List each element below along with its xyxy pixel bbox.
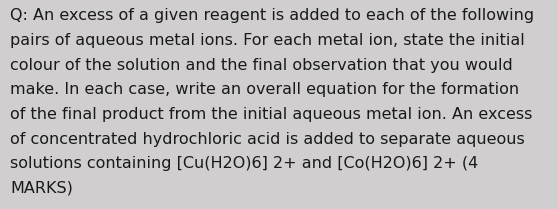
Text: colour of the solution and the final observation that you would: colour of the solution and the final obs… <box>10 58 513 73</box>
Text: pairs of aqueous metal ions. For each metal ion, state the initial: pairs of aqueous metal ions. For each me… <box>10 33 525 48</box>
Text: Q: An excess of a given reagent is added to each of the following: Q: An excess of a given reagent is added… <box>10 8 534 23</box>
Text: make. In each case, write an overall equation for the formation: make. In each case, write an overall equ… <box>10 82 519 97</box>
Text: of the final product from the initial aqueous metal ion. An excess: of the final product from the initial aq… <box>10 107 532 122</box>
Text: solutions containing [Cu(H2O)6] 2+ and [Co(H2O)6] 2+ (4: solutions containing [Cu(H2O)6] 2+ and [… <box>10 156 478 171</box>
Text: of concentrated hydrochloric acid is added to separate aqueous: of concentrated hydrochloric acid is add… <box>10 132 525 147</box>
Text: MARKS): MARKS) <box>10 181 73 196</box>
